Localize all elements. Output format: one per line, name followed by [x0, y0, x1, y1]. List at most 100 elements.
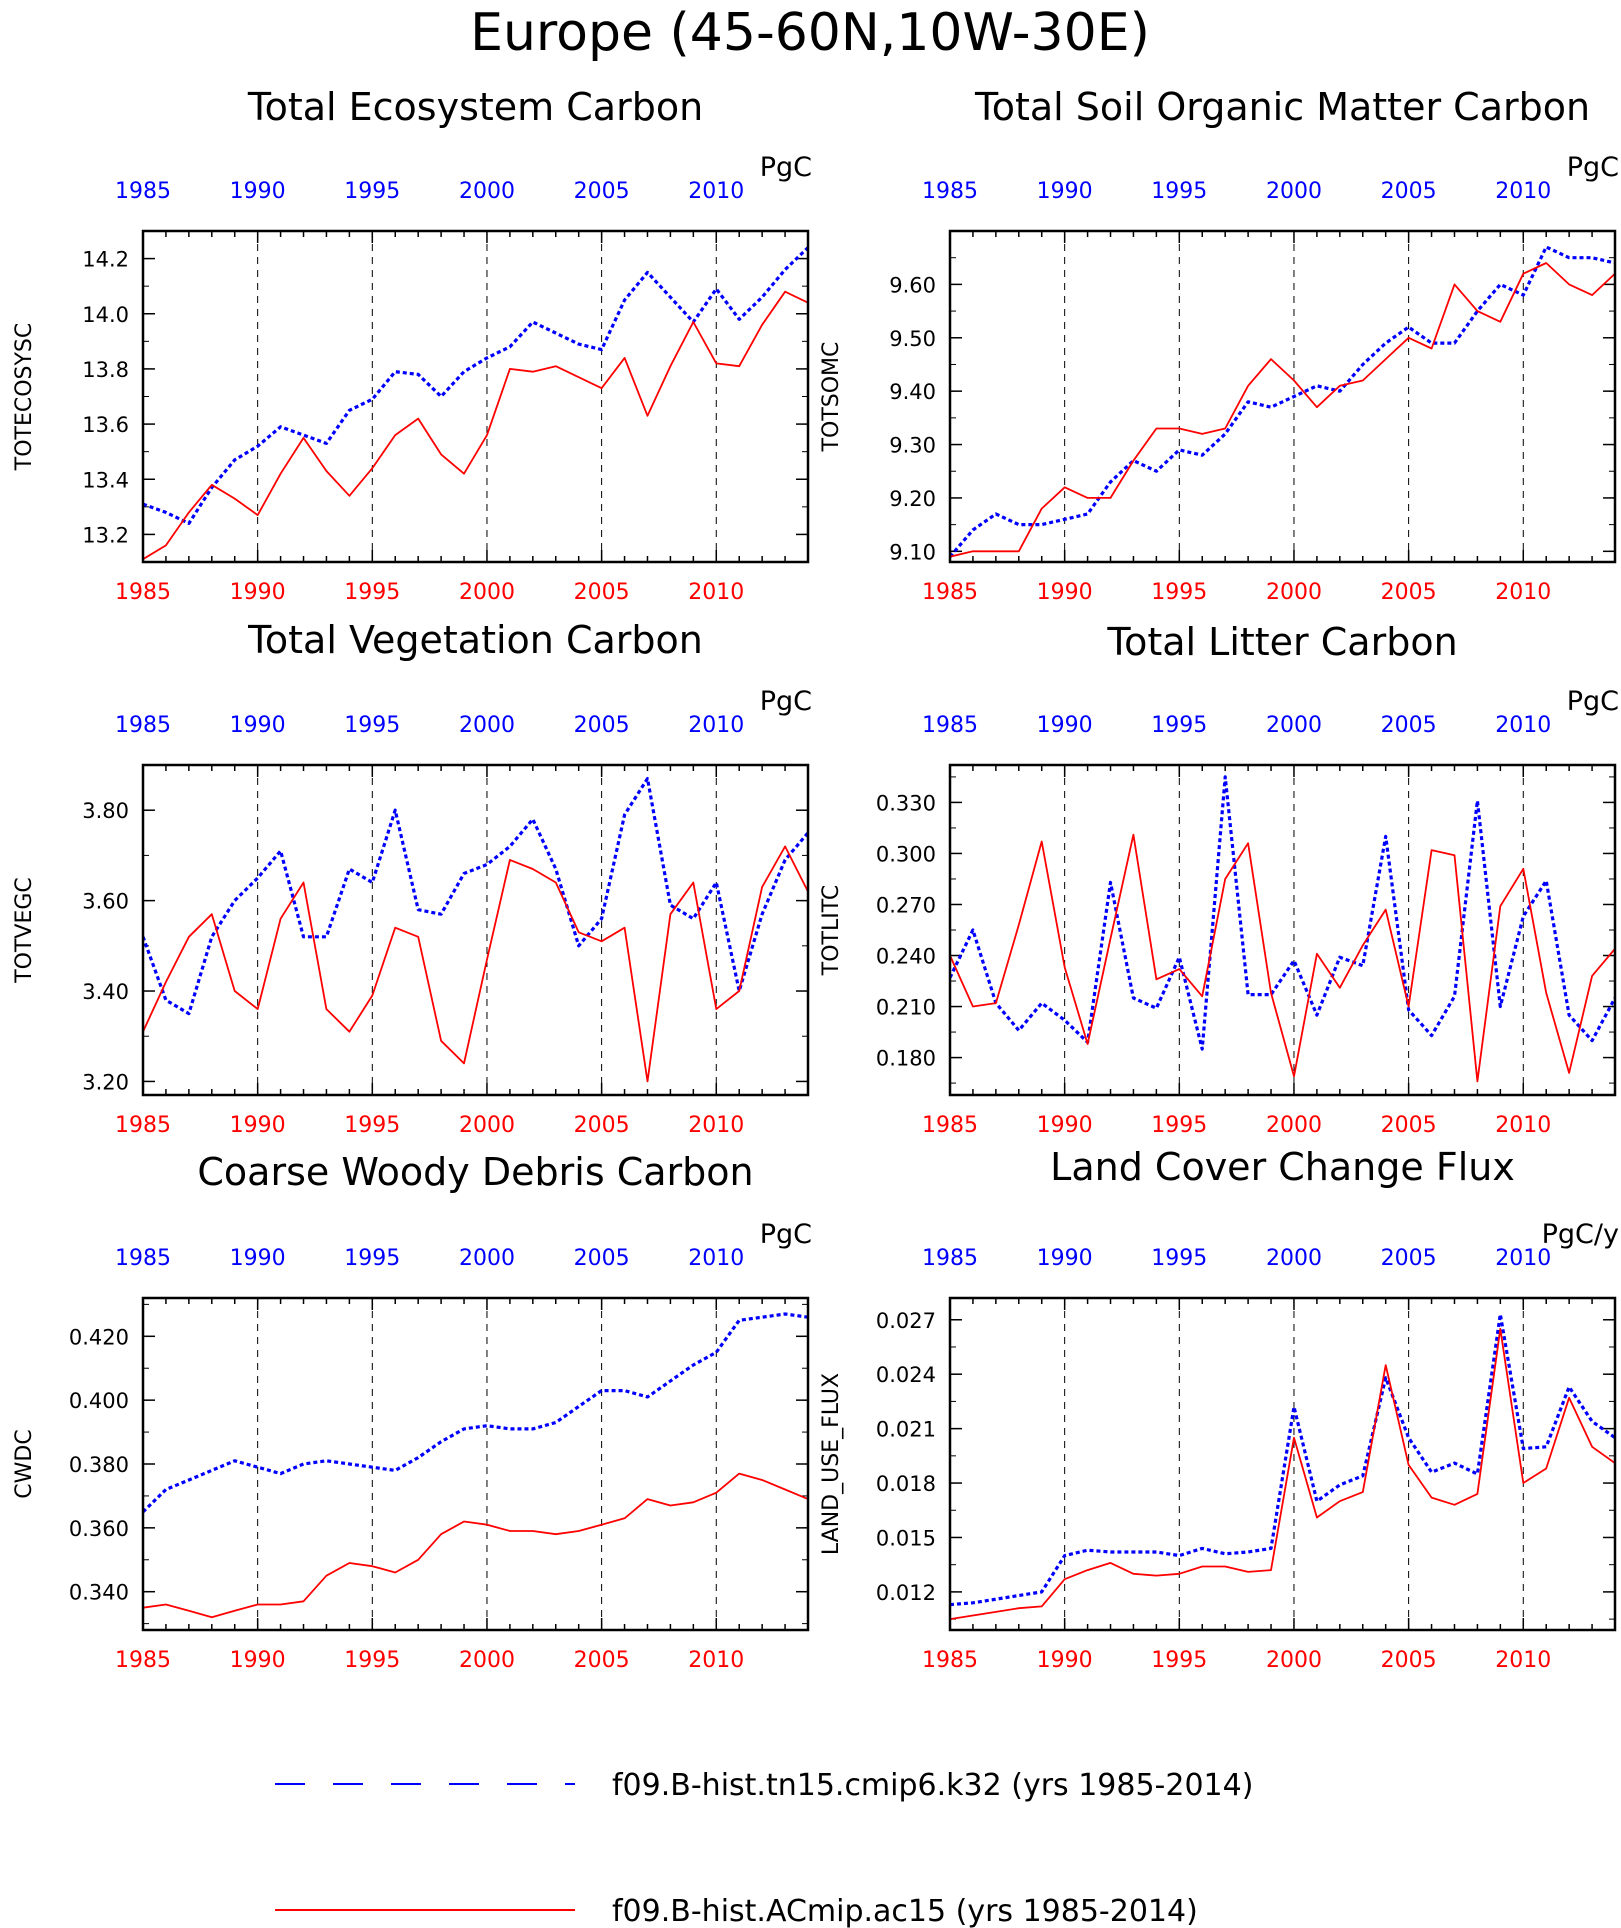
y-tick-label: 0.360 — [69, 1517, 129, 1541]
x-tick-label-top: 2005 — [574, 713, 630, 738]
panel-title: Land Cover Change Flux — [1050, 1145, 1515, 1189]
x-tick-label-top: 2010 — [688, 713, 744, 738]
y-tick-label: 0.400 — [69, 1389, 129, 1413]
x-tick-label-bottom: 1995 — [1151, 1113, 1207, 1138]
x-tick-label-bottom: 1985 — [115, 1648, 171, 1673]
x-tick-label-top: 2000 — [1266, 179, 1322, 204]
x-tick-label-bottom: 1985 — [922, 580, 978, 605]
y-tick-label: 3.20 — [82, 1070, 129, 1094]
y-tick-label: 9.60 — [889, 273, 936, 297]
series-line-blue-dashed — [143, 1312, 808, 1514]
y-tick-label: 0.270 — [876, 893, 936, 917]
y-tick-label: 13.6 — [82, 413, 129, 437]
x-tick-label-bottom: 2010 — [1495, 1648, 1551, 1673]
x-tick-label-top: 2000 — [459, 1246, 515, 1271]
x-tick-label-top: 2000 — [459, 179, 515, 204]
chart-panel-6: Land Cover Change Flux PgC/y LAND_USE_FLUX… — [819, 1145, 1619, 1673]
y-tick-label: 3.40 — [82, 980, 129, 1004]
plot-frame — [141, 229, 810, 564]
x-tick-label-bottom: 2000 — [459, 1113, 515, 1138]
x-tick-label-top: 1985 — [115, 179, 171, 204]
x-tick-label-top: 1985 — [922, 713, 978, 738]
series-line-blue-dashed — [143, 246, 808, 526]
x-tick-label-bottom: 1990 — [230, 1648, 286, 1673]
units-label: PgC — [760, 1219, 812, 1250]
series-line-red-solid — [950, 262, 1615, 558]
x-tick-label-bottom: 2000 — [1266, 1113, 1322, 1138]
x-tick-label-top: 2010 — [688, 179, 744, 204]
x-tick-label-bottom: 2000 — [459, 580, 515, 605]
y-axis-label: TOTLITC — [819, 885, 844, 976]
chart-panel-4: Total Litter Carbon PgC TOTLITC 1985 1985 199… — [819, 620, 1619, 1138]
x-tick-label-bottom: 1985 — [922, 1113, 978, 1138]
y-tick-label: 0.024 — [876, 1363, 936, 1387]
x-tick-label-bottom: 1995 — [344, 1648, 400, 1673]
x-tick-label-top: 2005 — [1381, 179, 1437, 204]
y-tick-label: 0.240 — [876, 945, 936, 969]
units-label: PgC — [760, 152, 812, 183]
x-tick-label-top: 1985 — [115, 1246, 171, 1271]
y-tick-label: 0.027 — [876, 1309, 936, 1333]
x-tick-label-bottom: 2005 — [1381, 1113, 1437, 1138]
y-tick-label: 0.340 — [69, 1581, 129, 1605]
x-tick-label-top: 1985 — [922, 1246, 978, 1271]
legend: f09.B-hist.tn15.cmip6.k32 (yrs 1985-2014… — [275, 1768, 1253, 1928]
x-tick-label-bottom: 1990 — [230, 580, 286, 605]
x-tick-label-top: 1990 — [230, 713, 286, 738]
plot-frame — [141, 763, 810, 1097]
y-axis-label: TOTECOSYSC — [12, 323, 37, 472]
x-tick-label-top: 2010 — [1495, 179, 1551, 204]
x-tick-label-bottom: 1990 — [1037, 1113, 1093, 1138]
y-tick-label: 0.015 — [876, 1526, 936, 1550]
plot-frame — [948, 229, 1617, 564]
y-tick-label: 0.021 — [876, 1418, 936, 1442]
series-line-blue-dashed — [950, 1312, 1615, 1607]
panels: Total Ecosystem Carbon PgC TOTECOSYSC 1985 1… — [12, 85, 1619, 1673]
x-tick-label-bottom: 1990 — [230, 1113, 286, 1138]
x-tick-label-bottom: 1995 — [344, 1113, 400, 1138]
x-tick-label-top: 2005 — [574, 1246, 630, 1271]
x-tick-label-top: 2010 — [1495, 713, 1551, 738]
y-axis-label: CWDC — [12, 1429, 37, 1498]
series-line-red-solid — [950, 1327, 1615, 1620]
x-tick-label-bottom: 1990 — [1037, 1648, 1093, 1673]
series-line-red-solid — [143, 1472, 808, 1619]
series-line-blue-dashed — [950, 775, 1615, 1051]
x-tick-label-bottom: 1985 — [922, 1648, 978, 1673]
y-tick-label: 9.30 — [889, 434, 936, 458]
y-tick-label: 13.8 — [82, 358, 129, 382]
plot-frame — [948, 763, 1617, 1097]
chart-panel-2: Total Soil Organic Matter Carbon PgC TOTSO… — [819, 85, 1619, 605]
x-tick-label-top: 2005 — [1381, 713, 1437, 738]
y-tick-label: 13.2 — [82, 523, 129, 547]
y-tick-label: 0.210 — [876, 996, 936, 1020]
legend-label: f09.B-hist.ACmip.ac15 (yrs 1985-2014) — [612, 1894, 1198, 1928]
series-line-red-solid — [143, 845, 808, 1083]
x-tick-label-top: 2010 — [1495, 1246, 1551, 1271]
x-tick-label-bottom: 1995 — [1151, 580, 1207, 605]
y-tick-label: 9.40 — [889, 380, 936, 404]
y-tick-label: 0.018 — [876, 1472, 936, 1496]
x-tick-label-bottom: 2010 — [688, 580, 744, 605]
x-tick-label-top: 1995 — [344, 713, 400, 738]
legend-label: f09.B-hist.tn15.cmip6.k32 (yrs 1985-2014… — [612, 1768, 1253, 1803]
x-tick-label-top: 2005 — [574, 179, 630, 204]
y-tick-label: 0.300 — [876, 842, 936, 866]
x-tick-label-top: 2000 — [1266, 713, 1322, 738]
y-axis-label: TOTSOMC — [819, 342, 844, 453]
y-tick-label: 13.4 — [82, 468, 129, 492]
y-tick-label: 3.80 — [82, 799, 129, 823]
panel-title: Total Soil Organic Matter Carbon — [974, 85, 1590, 129]
x-tick-label-bottom: 2010 — [1495, 580, 1551, 605]
x-tick-label-top: 1995 — [344, 179, 400, 204]
x-tick-label-bottom: 2005 — [574, 1113, 630, 1138]
x-tick-label-bottom: 1985 — [115, 580, 171, 605]
series-line-blue-dashed — [143, 776, 808, 1016]
x-tick-label-bottom: 1990 — [1037, 580, 1093, 605]
y-tick-label: 0.420 — [69, 1325, 129, 1349]
x-tick-label-top: 1990 — [230, 179, 286, 204]
units-label: PgC/y — [1542, 1219, 1619, 1250]
x-tick-label-top: 1990 — [1037, 713, 1093, 738]
x-tick-label-top: 1995 — [344, 1246, 400, 1271]
